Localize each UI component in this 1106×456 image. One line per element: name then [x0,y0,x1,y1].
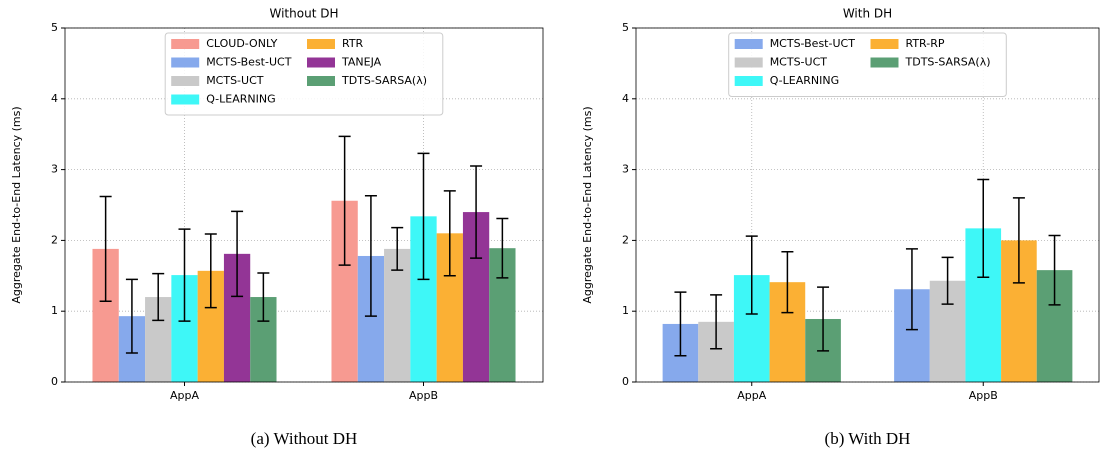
legend-swatch [734,57,763,68]
legend-label: TDTS-SARSA(λ) [905,56,991,69]
legend-swatch [870,39,899,49]
error-bar [470,165,483,259]
error-bar [364,195,377,317]
error-bar [941,256,954,305]
y-tick-label: 4 [622,92,629,105]
legend-swatch [734,76,763,86]
y-tick-label: 4 [51,92,58,105]
error-bar [977,178,990,278]
legend-label: RTR [342,37,364,50]
legend-swatch [171,39,200,49]
legend-swatch [307,76,335,86]
error-bar [204,233,217,309]
error-bar [125,278,138,354]
chart-title: With DH [843,7,892,21]
error-bar [99,195,112,303]
legend-swatch [171,76,200,86]
legend-label: MCTS-Best-UCT [206,56,292,69]
y-tick-label: 5 [622,21,629,34]
error-bar [152,272,165,322]
legend-label: MCTS-UCT [206,74,264,87]
error-bar [710,294,723,350]
error-bar [1048,234,1061,306]
plot-frame [635,27,1100,383]
error-bar [178,228,191,322]
y-tick-label: 0 [622,375,629,388]
legend-label: TANEJA [341,56,382,69]
error-bar [781,250,794,314]
error-bar [1012,197,1025,284]
error-bar [745,235,758,315]
y-tick-label: 2 [51,233,58,246]
error-bar [496,217,509,279]
x-tick-label: AppA [170,389,199,402]
error-bar [338,135,351,266]
legend-swatch [171,94,200,105]
error-bar [817,286,830,352]
legend-swatch [734,39,763,49]
legend-label: MCTS-UCT [770,56,828,69]
legend-box [164,32,444,116]
caption: (b) With DH [825,429,911,448]
bar [384,248,411,382]
legend-swatch [307,39,335,49]
error-bar [391,226,404,271]
legend-label: MCTS-Best-UCT [770,37,856,50]
legend-label: Q-LEARNING [770,74,839,87]
error-bar [231,210,244,298]
error-bar [905,248,918,331]
y-tick-label: 3 [622,163,629,176]
error-bar [257,272,270,322]
y-tick-label: 5 [51,21,58,34]
legend-box [728,32,1007,97]
legend-swatch [171,57,200,68]
x-tick-label: AppB [409,389,438,402]
plot-frame [64,27,544,383]
y-axis-label: Aggregate End-to-End Latency (ms) [10,106,23,303]
y-tick-label: 0 [51,375,58,388]
y-tick-label: 1 [622,304,629,317]
error-bar [417,152,430,281]
legend-label: RTR-RP [906,37,945,50]
x-tick-label: AppA [737,389,766,402]
y-tick-label: 3 [51,163,58,176]
error-bar [443,190,456,277]
caption: (a) Without DH [251,429,358,448]
legend-swatch [870,57,899,68]
y-axis-label: Aggregate End-to-End Latency (ms) [581,106,594,303]
legend-label: CLOUD-ONLY [206,37,277,50]
y-tick-label: 2 [622,233,629,246]
legend-swatch [307,57,335,68]
legend-label: TDTS-SARSA(λ) [341,74,427,87]
y-tick-label: 1 [51,304,58,317]
legend-label: Q-LEARNING [206,93,275,106]
x-tick-label: AppB [969,389,998,402]
chart-title: Without DH [270,7,339,21]
error-bar [674,291,687,357]
